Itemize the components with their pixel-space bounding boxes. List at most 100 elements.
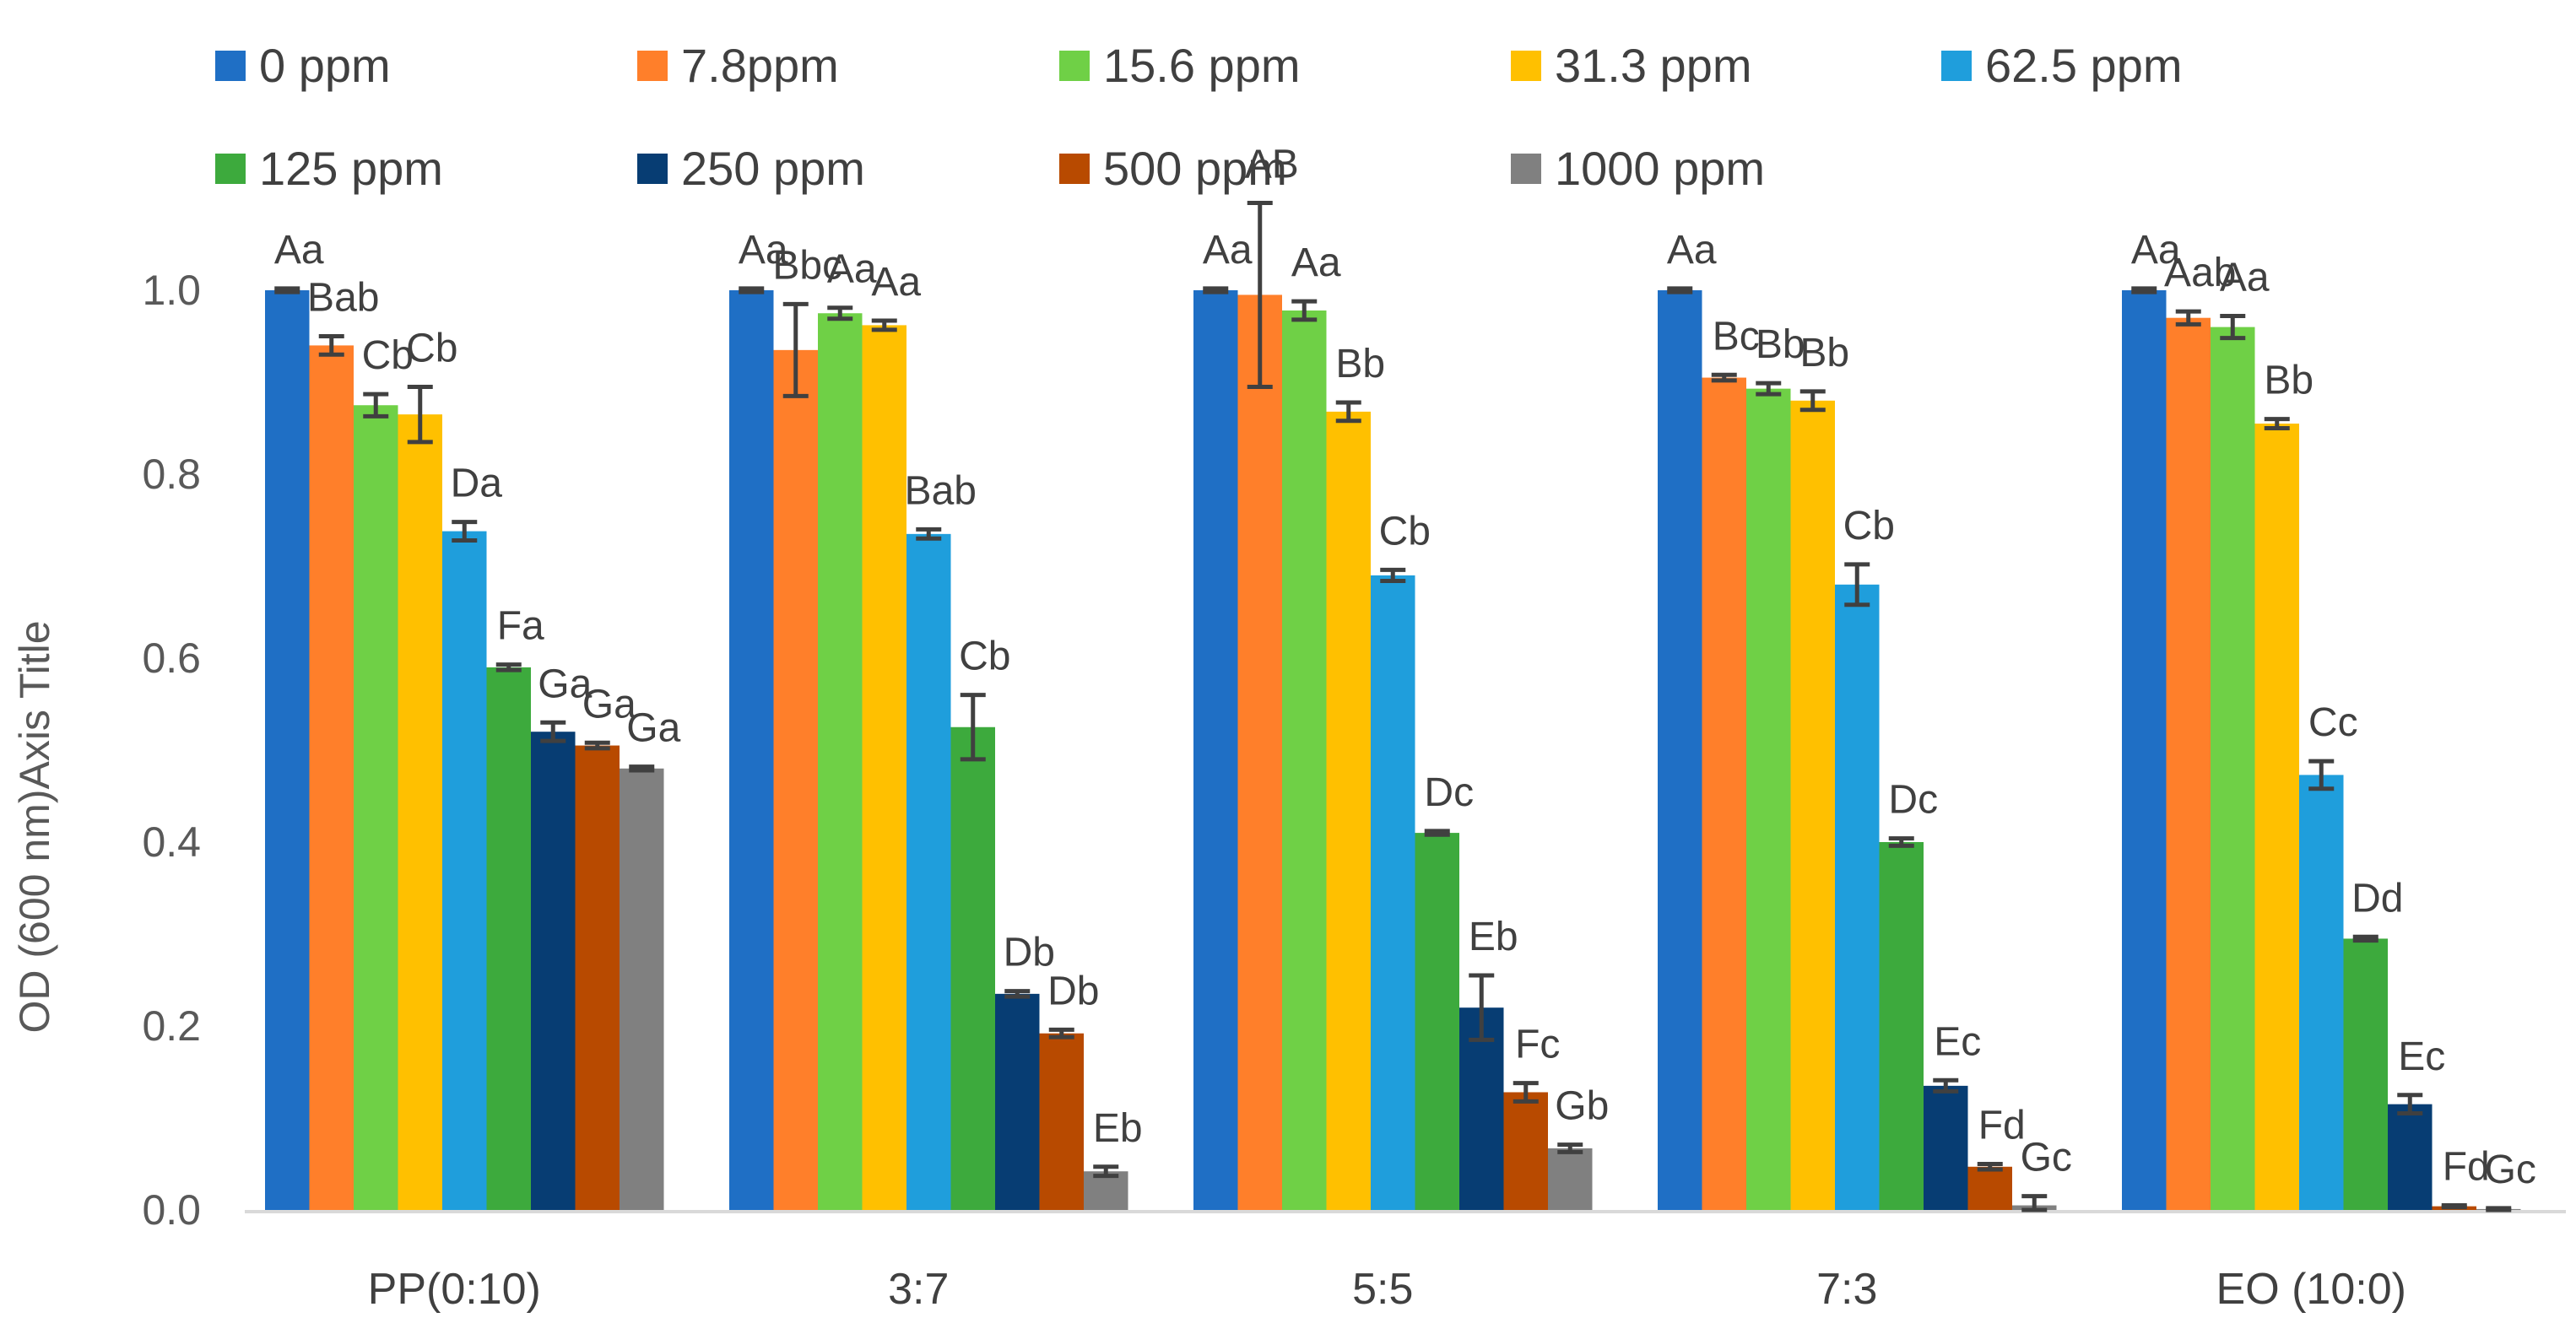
legend-label-4: 62.5 ppm [1985, 39, 2183, 92]
bar-3-6 [1924, 1085, 1968, 1210]
data-label-3-2: Bb [1756, 322, 1805, 367]
bar-0-1 [309, 345, 354, 1210]
bar-0-5 [486, 667, 531, 1210]
data-label-4-1: Aab [2164, 251, 2236, 295]
y-axis-label: OD (600 nm)Axis Title [11, 620, 58, 1033]
legend-label-3: 31.3 ppm [1555, 39, 1752, 92]
bar-1-0 [729, 290, 774, 1210]
data-label-3-8: Gc [2021, 1136, 2072, 1180]
bar-4-4 [2299, 775, 2344, 1210]
bar-0-6 [531, 732, 576, 1210]
bar-2-4 [1371, 575, 1415, 1210]
legend-swatch-6 [637, 154, 668, 184]
error-bars [274, 200, 2512, 1212]
bar-4-5 [2343, 938, 2388, 1210]
data-label-0-6: Ga [538, 662, 592, 706]
bar-0-7 [575, 745, 620, 1210]
x-tick-label-0: PP(0:10) [368, 1265, 541, 1314]
bar-0-8 [620, 768, 664, 1210]
bar-2-7 [1503, 1092, 1548, 1210]
x-tick-label-2: 5:5 [1352, 1265, 1413, 1314]
data-label-4-5: Dd [2351, 876, 2403, 921]
data-label-1-1: Bbc [772, 243, 842, 288]
legend: 0 ppm 7.8ppm 15.6 ppm 31.3 ppm 62.5 ppm 125 p… [215, 39, 2183, 195]
bars [265, 290, 2521, 1211]
bar-1-6 [995, 993, 1040, 1210]
bar-4-3 [2254, 424, 2299, 1210]
data-label-0-2: Cb [362, 333, 414, 378]
data-label-3-4: Cb [1843, 504, 1895, 548]
data-label-3-5: Dc [1888, 778, 1938, 823]
bar-1-3 [862, 325, 906, 1210]
x-tick-label-4: EO (10:0) [2216, 1265, 2406, 1314]
y-tick-label-3: 0.6 [142, 635, 201, 682]
data-label-1-7: Db [1047, 969, 1099, 1013]
data-label-4-4: Cc [2308, 700, 2358, 745]
data-label-3-6: Ec [1934, 1019, 1981, 1064]
legend-swatch-2 [1059, 51, 1090, 81]
data-label-0-8: Ga [626, 706, 680, 751]
legend-swatch-1 [637, 51, 668, 81]
bar-0-0 [265, 290, 310, 1210]
legend-swatch-4 [1941, 51, 1972, 81]
data-label-3-1: Bc [1713, 314, 1760, 359]
bar-4-0 [2122, 290, 2167, 1210]
x-tick-label-3: 7:3 [1816, 1265, 1877, 1314]
data-label-1-8: Eb [1093, 1106, 1143, 1151]
legend-swatch-3 [1511, 51, 1541, 81]
data-label-4-7: Fd [2443, 1145, 2490, 1190]
legend-label-2: 15.6 ppm [1103, 39, 1301, 92]
bar-3-2 [1746, 388, 1791, 1210]
data-label-1-5: Cb [959, 635, 1010, 679]
data-label-0-3: Cb [406, 326, 457, 370]
data-label-3-7: Fd [1978, 1104, 2026, 1148]
data-label-0-7: Ga [582, 682, 636, 726]
x-tick-label-1: 3:7 [888, 1265, 949, 1314]
legend-swatch-0 [215, 51, 246, 81]
legend-swatch-8 [1511, 154, 1541, 184]
bar-2-3 [1326, 411, 1371, 1210]
legend-label-0: 0 ppm [259, 39, 391, 92]
data-label-1-0: Aa [739, 228, 788, 273]
data-labels: AaBabCbCbDaFaGaGaGaAaBbcAaAaBabCbDbDbEbA… [274, 142, 2536, 1191]
data-label-4-6: Ec [2398, 1034, 2445, 1079]
legend-swatch-7 [1059, 154, 1090, 184]
bar-4-2 [2211, 327, 2255, 1211]
data-label-0-1: Bab [307, 276, 379, 321]
data-label-4-0: Aa [2131, 228, 2181, 273]
data-label-3-3: Bb [1799, 331, 1849, 375]
bar-3-3 [1790, 400, 1835, 1210]
bar-1-4 [906, 533, 951, 1210]
bar-1-7 [1039, 1033, 1084, 1210]
bar-1-1 [773, 349, 818, 1211]
bar-4-1 [2166, 317, 2211, 1211]
bar-2-2 [1282, 310, 1327, 1211]
data-label-0-4: Da [451, 462, 503, 506]
y-tick-label-4: 0.8 [142, 451, 201, 498]
legend-label-6: 250 ppm [681, 142, 865, 195]
axes: 0.0 0.2 0.4 0.6 0.8 1.0 PP(0:10) 3:7 5:5 7:3 EO (1… [142, 267, 2566, 1314]
data-label-0-0: Aa [274, 228, 324, 273]
legend-swatch-5 [215, 154, 246, 184]
data-label-2-2: Aa [1291, 240, 1341, 285]
bar-2-0 [1193, 290, 1238, 1210]
bar-2-1 [1237, 294, 1282, 1211]
legend-label-7: 500 ppm [1103, 142, 1287, 195]
bar-2-8 [1548, 1148, 1593, 1210]
data-label-2-1: AB [1245, 142, 1299, 186]
bar-4-6 [2388, 1104, 2433, 1210]
bar-0-4 [442, 531, 487, 1210]
y-tick-label-1: 0.2 [142, 1002, 201, 1050]
bar-1-2 [818, 313, 863, 1210]
bar-3-0 [1658, 290, 1702, 1210]
data-label-4-8: Gc [2485, 1148, 2536, 1192]
data-label-2-0: Aa [1203, 228, 1253, 273]
data-label-2-4: Cb [1379, 509, 1431, 554]
data-label-2-7: Fc [1515, 1023, 1560, 1067]
data-label-1-6: Db [1004, 931, 1055, 975]
bar-3-1 [1702, 377, 1746, 1210]
data-label-4-2: Aa [2220, 256, 2270, 300]
data-label-2-8: Gb [1555, 1084, 1609, 1129]
